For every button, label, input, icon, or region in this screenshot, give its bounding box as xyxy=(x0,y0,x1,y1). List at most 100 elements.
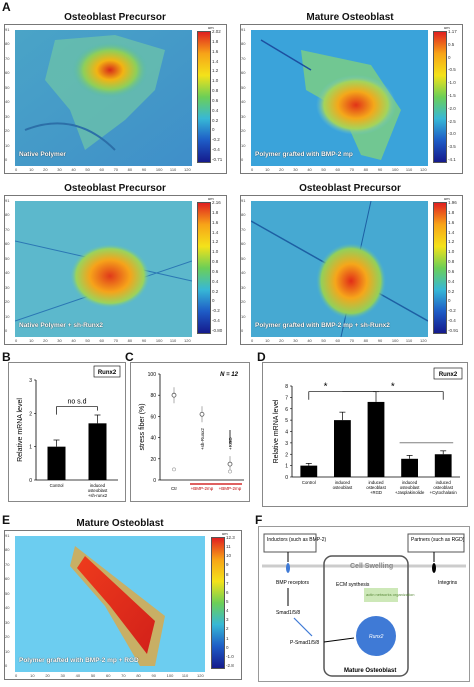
afm-x-tick: 30 xyxy=(60,673,65,678)
bracket-right xyxy=(342,391,444,400)
afm-y-tick: 80 xyxy=(5,41,10,47)
x-tick-label: osteoblast xyxy=(433,485,453,490)
color-scale-tick: 0.8 xyxy=(212,88,219,94)
afm-caption-1: Native Polymer xyxy=(19,151,66,158)
afm-x-tick: 30 xyxy=(293,338,298,343)
afm-x-tick: 90 xyxy=(151,673,156,678)
color-scale-tick: 1.8 xyxy=(212,38,219,44)
afm-y-tick: 30 xyxy=(5,619,10,625)
afm-y-tick: 20 xyxy=(241,299,246,305)
color-scale-tick: -3.0 xyxy=(448,131,456,137)
color-scale-tick: 0.8 xyxy=(448,259,455,265)
afm-topography-4 xyxy=(251,201,428,337)
color-scale-tick: 0.2 xyxy=(212,117,219,123)
panel-letter-c: C xyxy=(125,350,134,364)
afm-y-tick: 50 xyxy=(241,255,246,261)
afm-y-tick: 60 xyxy=(241,241,246,247)
afm-x-tick: 30 xyxy=(57,167,62,172)
color-scale-tick: 11 xyxy=(226,544,231,550)
y-tick-label: 8 xyxy=(285,384,288,390)
afm-y-tick: 30 xyxy=(241,113,246,119)
panel-letter-f: F xyxy=(255,513,263,527)
color-scale-tick: 1.4 xyxy=(212,58,219,64)
diagram-partners: Partners (such as RGD) xyxy=(411,537,465,543)
x-tick-label: +Jasplakinolide xyxy=(395,490,425,495)
afm-y-tick: 0 xyxy=(241,157,244,162)
y-tick-label: 80 xyxy=(150,393,156,399)
y-tick-label: 2 xyxy=(29,411,32,417)
afm-y-tick: 20 xyxy=(5,128,10,134)
afm-title-4: Osteoblast Precursor xyxy=(299,183,401,194)
runx2-badge xyxy=(433,367,463,380)
color-scale-tick: 1.8 xyxy=(212,209,219,215)
afm-x-tick: 10 xyxy=(29,167,34,172)
afm-x-tick: 10 xyxy=(265,338,270,343)
afm-y-tick: 70 xyxy=(5,561,10,567)
afm-y-tick: 20 xyxy=(5,634,10,640)
afm-x-tick: 110 xyxy=(169,338,177,343)
significance-star-2: * xyxy=(391,382,395,393)
bar xyxy=(300,465,318,477)
afm-y-tick: 80 xyxy=(5,212,10,218)
y-tick-label: 60 xyxy=(150,414,156,420)
afm-x-tick: 80 xyxy=(363,167,369,172)
color-scale-tick: 1.6 xyxy=(448,219,455,225)
y-tick-label: 5 xyxy=(285,418,288,424)
color-scale-tick: 1.17 xyxy=(448,29,457,34)
afm-y-tick: 60 xyxy=(5,70,10,76)
color-scale-4 xyxy=(433,202,447,334)
color-scale-tick: -3.5 xyxy=(448,144,456,150)
afm-y-tick: 40 xyxy=(241,270,246,276)
afm-x-tick: 100 xyxy=(166,673,174,678)
diagram-ecm: ECM synthesis xyxy=(336,582,370,588)
color-scale-1 xyxy=(197,31,211,163)
color-scale-tick: -0.2 xyxy=(212,137,220,143)
color-scale-tick: 1.2 xyxy=(212,239,219,245)
color-scale-tick: -0.91 xyxy=(448,328,459,333)
afm-x-tick: 110 xyxy=(181,673,189,678)
afm-y-tick: 30 xyxy=(5,284,10,290)
afm-x-tick: 60 xyxy=(106,673,111,678)
afm-x-tick: 40 xyxy=(307,338,312,343)
afm-y-tick: 91 xyxy=(5,27,10,32)
afm-y-tick: 70 xyxy=(241,55,246,61)
color-scale-tick: 2.02 xyxy=(212,29,221,34)
afm-x-tick: 120 xyxy=(184,167,191,172)
afm-y-tick: 70 xyxy=(241,226,246,232)
y-tick-label: 6 xyxy=(285,407,288,413)
diagram-actin: actin networks organization xyxy=(366,592,414,597)
color-scale-tick: 12.3 xyxy=(226,535,235,540)
color-scale-tick: 1.2 xyxy=(448,239,455,245)
x-tick-label: osteoblast xyxy=(400,485,420,490)
y-tick-label: 1 xyxy=(285,464,288,470)
afm-y-tick: 30 xyxy=(241,284,246,290)
afm-x-tick: 20 xyxy=(43,167,48,172)
color-scale-tick: 1.4 xyxy=(212,229,219,235)
color-scale-tick: -0.4 xyxy=(448,318,456,324)
y-tick-label: 1 xyxy=(29,445,32,451)
color-scale-tick: -0.80 xyxy=(212,328,223,333)
y-axis-label: Relative mRNA level xyxy=(273,399,280,463)
afm-y-tick: 10 xyxy=(241,142,246,148)
afm-y-tick: 10 xyxy=(5,142,10,148)
x-tick-label: osteoblast xyxy=(88,488,108,493)
afm-title-1: Osteoblast Precursor xyxy=(64,12,166,23)
afm-y-tick: 0 xyxy=(5,157,8,162)
color-scale-tick: -2.8 xyxy=(226,663,234,668)
y-tick-label: 100 xyxy=(148,372,157,378)
afm-x-tick: 0 xyxy=(251,338,254,343)
afm-x-tick: 60 xyxy=(335,338,340,343)
afm-x-tick: 70 xyxy=(349,167,355,172)
afm-x-tick: 10 xyxy=(29,338,34,343)
afm-x-tick: 100 xyxy=(391,167,399,172)
afm-x-tick: 0 xyxy=(15,673,18,678)
x-tick-label: osteoblast xyxy=(366,485,386,490)
afm-unit: um xyxy=(222,531,228,536)
afm-x-tick: 110 xyxy=(405,167,413,172)
afm-x-tick: 70 xyxy=(349,338,355,343)
color-scale-2 xyxy=(433,31,447,163)
n-label: N = 12 xyxy=(220,372,239,378)
color-scale-tick: 0 xyxy=(212,298,215,304)
afm-y-tick: 20 xyxy=(241,128,246,134)
afm-e-title: Mature Osteoblast xyxy=(76,518,164,529)
